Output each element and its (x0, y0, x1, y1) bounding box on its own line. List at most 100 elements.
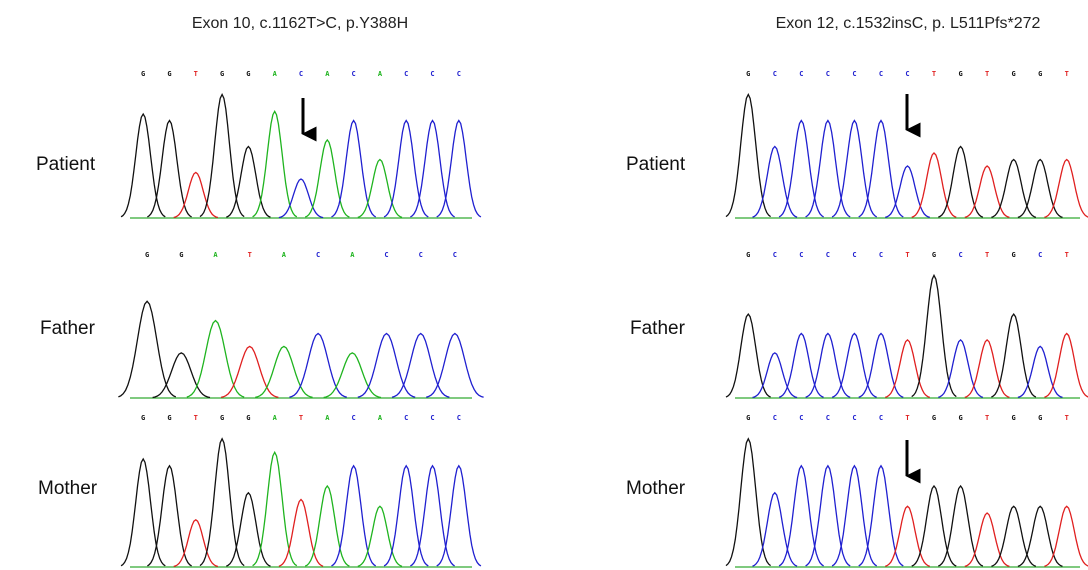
base-call: G (932, 251, 936, 259)
base-call: T (985, 414, 989, 422)
base-call: C (352, 70, 356, 78)
base-call: G (746, 251, 750, 259)
base-call: A (282, 251, 287, 259)
base-call: T (985, 70, 989, 78)
base-call: C (879, 251, 883, 259)
base-call: A (350, 251, 355, 259)
peak (779, 466, 824, 566)
peak (806, 334, 851, 398)
base-call: C (826, 70, 830, 78)
base-call: C (773, 414, 777, 422)
base-call: C (457, 414, 461, 422)
peak (289, 334, 346, 398)
page: Exon 10, c.1162T>C, p.Y388H Exon 12, c.1… (0, 0, 1088, 570)
peak (437, 121, 481, 217)
peak (912, 486, 957, 566)
base-call: C (799, 70, 803, 78)
peak (332, 466, 376, 566)
base-call: A (325, 70, 330, 78)
base-call: G (1012, 414, 1016, 422)
peak (726, 314, 771, 397)
base-call: T (194, 70, 198, 78)
base-call: G (220, 70, 224, 78)
peak (121, 114, 165, 217)
base-call: A (378, 70, 383, 78)
base-call: C (879, 70, 883, 78)
peak (779, 121, 824, 217)
peak (1018, 506, 1063, 566)
peak (885, 340, 930, 398)
peak (384, 121, 428, 217)
base-call: T (905, 251, 909, 259)
peak (938, 147, 983, 218)
row-label: Mother (626, 478, 686, 499)
base-call: T (299, 414, 303, 422)
base-call: G (958, 414, 962, 422)
base-call: G (746, 70, 750, 78)
row-label: Mother (38, 478, 98, 499)
peak (938, 486, 983, 566)
peak (859, 334, 904, 398)
peak (991, 314, 1036, 397)
base-call: C (404, 414, 408, 422)
peak (253, 452, 297, 565)
base-call: C (773, 70, 777, 78)
base-call: C (419, 251, 423, 259)
peak (885, 166, 930, 217)
row-label: Father (630, 318, 686, 339)
peak (779, 334, 824, 398)
base-call: G (746, 414, 750, 422)
base-call: A (325, 414, 330, 422)
base-call: C (905, 70, 909, 78)
base-call: G (220, 414, 224, 422)
base-call: G (167, 414, 171, 422)
base-call: C (384, 251, 388, 259)
peak (806, 121, 851, 217)
base-call: G (958, 70, 962, 78)
base-call: C (299, 70, 303, 78)
base-call: C (826, 414, 830, 422)
peak (305, 486, 349, 566)
peak (384, 466, 428, 566)
base-call: G (246, 414, 250, 422)
figure: Exon 10, c.1162T>C, p.Y388H Exon 12, c.1… (0, 0, 1088, 570)
peak (991, 506, 1036, 566)
peak (1044, 160, 1088, 218)
peak (1018, 160, 1063, 218)
peak (726, 439, 771, 566)
base-call: C (852, 251, 856, 259)
base-call: T (1065, 70, 1069, 78)
peak (726, 95, 771, 217)
row-label: Father (40, 318, 96, 339)
base-call: T (1065, 251, 1069, 259)
base-call: G (1038, 414, 1042, 422)
base-call: C (430, 70, 434, 78)
peak (153, 353, 210, 398)
peak (121, 459, 165, 566)
peak (255, 346, 312, 397)
panel-title: Exon 12, c.1532insC, p. L511Pfs*272 (776, 15, 1041, 32)
base-call: C (773, 251, 777, 259)
base-call: T (985, 251, 989, 259)
base-call: A (213, 251, 218, 259)
peak (332, 121, 376, 217)
base-call: C (430, 414, 434, 422)
base-call: C (852, 414, 856, 422)
peak (859, 466, 904, 566)
peak (912, 153, 957, 217)
base-call: T (932, 70, 936, 78)
base-call: T (1065, 414, 1069, 422)
base-call: C (958, 251, 962, 259)
base-call: G (141, 414, 145, 422)
base-call: G (179, 251, 183, 259)
panel-title: Exon 10, c.1162T>C, p.Y388H (192, 15, 408, 32)
base-call: C (879, 414, 883, 422)
base-call: G (1038, 70, 1042, 78)
peak (187, 321, 244, 398)
base-call: C (352, 414, 356, 422)
base-call: C (1038, 251, 1042, 259)
base-call: G (145, 251, 149, 259)
base-call: C (457, 70, 461, 78)
peak (991, 160, 1036, 218)
